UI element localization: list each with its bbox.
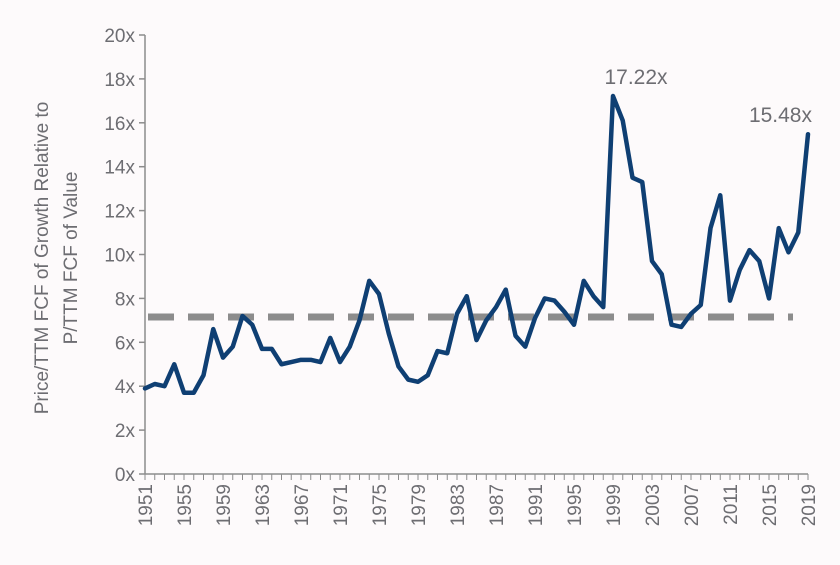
x-tick-label: 1971 (331, 484, 352, 526)
x-tick-label: 1995 (565, 484, 586, 526)
y-tick-label: 20x (104, 26, 135, 47)
data-label-2019: 15.48x (749, 104, 813, 127)
x-tick-label: 1963 (253, 484, 274, 526)
x-tick-label: 1979 (409, 484, 430, 526)
y-axis-title-line-1: Price/TTM FCF of Growth Relative to (32, 102, 53, 415)
y-tick-label: 18x (104, 70, 135, 91)
x-tick-label: 1955 (175, 484, 196, 526)
x-tick-label: 2015 (760, 484, 781, 526)
data-points (144, 95, 809, 393)
y-tick-label: 14x (104, 158, 135, 179)
x-tick-label: 1975 (370, 484, 391, 526)
y-tick-label: 0x (115, 465, 136, 486)
x-tick-label: 1951 (136, 484, 157, 526)
series-line (142, 93, 811, 396)
x-tick-label: 1987 (487, 484, 508, 526)
y-axis-title: Price/TTM FCF of Growth Relative to P/TT… (32, 102, 82, 415)
y-tick-label: 12x (104, 202, 135, 223)
x-tick-label: 2003 (643, 484, 664, 526)
x-tick-label: 2007 (682, 484, 703, 526)
y-tick-label: 8x (115, 289, 136, 310)
x-tick-label: 1999 (604, 484, 625, 526)
x-axis-ticks: 1951 1955 1959 1963 1967 1971 1975 1979 1983 1987… (136, 474, 820, 526)
y-tick-label: 10x (104, 246, 135, 267)
data-labels: 17.22x 15.48x (604, 66, 812, 127)
y-axis-title-line-2: P/TTM FCF of Value (61, 172, 82, 345)
y-tick-label: 16x (104, 114, 135, 135)
x-tick-label: 1959 (214, 484, 235, 526)
x-tick-label: 2011 (721, 484, 742, 525)
x-tick-label: 1983 (448, 484, 469, 526)
x-tick-label: 1967 (292, 484, 313, 526)
x-tick-label: 1991 (526, 484, 547, 526)
y-axis-ticks: 0x 2x 4x 6x 8x 10x 12x 14x 16x 18x 20x (104, 26, 145, 486)
y-tick-label: 6x (115, 333, 136, 354)
y-tick-label: 4x (115, 377, 136, 398)
y-tick-label: 2x (115, 421, 136, 442)
x-tick-label: 2019 (799, 484, 820, 526)
data-label-1999: 17.22x (604, 66, 668, 89)
